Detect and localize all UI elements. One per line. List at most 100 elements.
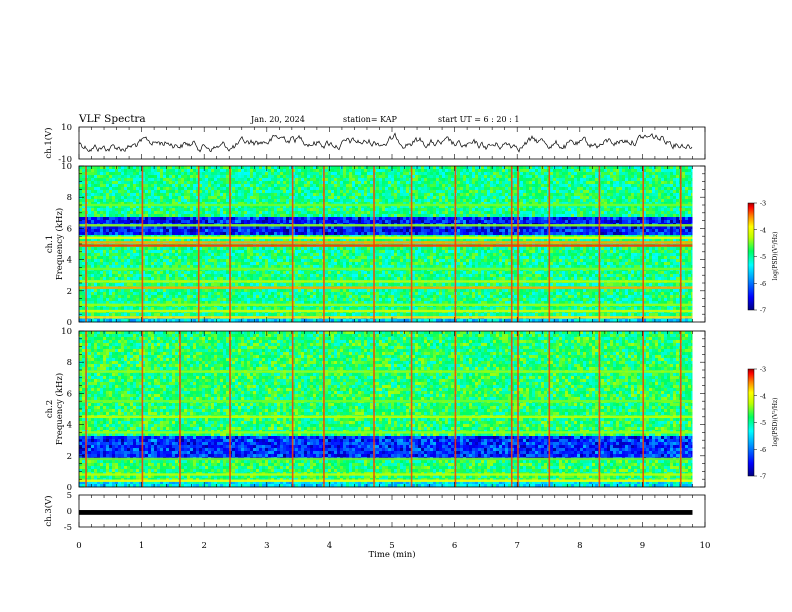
- spectrogram-cell: [112, 181, 115, 184]
- spectrogram-cell: [301, 214, 304, 217]
- spectrogram-cell: [166, 220, 169, 223]
- spectrogram-cell: [298, 313, 301, 316]
- spectrogram-cell: [121, 250, 124, 253]
- spectrogram-cell: [82, 271, 85, 274]
- ch1-ytick-top: 10: [61, 123, 72, 133]
- spectrogram-cell: [310, 289, 313, 292]
- spectrogram-cell: [97, 214, 100, 217]
- spectrogram-cell: [262, 190, 265, 193]
- spectrogram-cell: [193, 298, 196, 301]
- spectrogram-cell: [250, 292, 253, 295]
- spectrogram-cell: [232, 271, 235, 274]
- spectrogram-cell: [178, 226, 181, 229]
- spectrogram-cell: [253, 178, 256, 181]
- spectrogram-cell: [271, 289, 274, 292]
- spectrogram-cell: [118, 181, 121, 184]
- spectrogram-cell: [307, 250, 310, 253]
- spectrogram-cell: [334, 283, 337, 286]
- spectrogram-cell: [247, 214, 250, 217]
- spectrogram-cell: [244, 187, 247, 190]
- spectrogram-cell: [217, 190, 220, 193]
- spectrogram-cell: [331, 211, 334, 214]
- spectrogram-cell: [268, 208, 271, 211]
- spectrogram-cell: [226, 190, 229, 193]
- spectrogram-cell: [220, 166, 223, 169]
- spectrogram-cell: [136, 187, 139, 190]
- spectrogram-cell: [253, 226, 256, 229]
- spectrogram-cell: [325, 172, 328, 175]
- spectrogram-cell: [352, 232, 355, 235]
- spectrogram-cell: [223, 256, 226, 259]
- spectrogram-cell: [136, 292, 139, 295]
- spectrogram-cell: [343, 196, 346, 199]
- spectrogram-cell: [349, 211, 352, 214]
- spectrogram-cell: [175, 220, 178, 223]
- spectrogram-cell: [121, 313, 124, 316]
- spectrogram-cell: [112, 190, 115, 193]
- spectrogram-cell: [256, 211, 259, 214]
- spectrogram-cell: [298, 292, 301, 295]
- spectrogram-cell: [295, 259, 298, 262]
- spectrogram-cell: [274, 214, 277, 217]
- spectrogram-cell: [118, 247, 121, 250]
- spectrogram-cell: [319, 220, 322, 223]
- spectrogram-cell: [301, 259, 304, 262]
- spectrogram-cell: [130, 262, 133, 265]
- spectrogram-cell: [334, 253, 337, 256]
- spectrogram-cell: [268, 193, 271, 196]
- spectrogram-cell: [232, 253, 235, 256]
- spectrogram-cell: [148, 262, 151, 265]
- spectrogram-cell: [340, 259, 343, 262]
- spectrogram-cell: [340, 214, 343, 217]
- spectrogram-cell: [193, 256, 196, 259]
- spectrogram-cell: [127, 250, 130, 253]
- spectrogram-cell: [223, 232, 226, 235]
- spectrogram-cell: [133, 259, 136, 262]
- spectrogram-cell: [313, 298, 316, 301]
- spectrogram-cell: [145, 175, 148, 178]
- spectrogram-cell: [304, 253, 307, 256]
- spectrogram-cell: [202, 178, 205, 181]
- spectrogram-cell: [331, 187, 334, 190]
- spectrogram-cell: [346, 181, 349, 184]
- spectrogram-cell: [217, 169, 220, 172]
- spectrogram-cell: [208, 256, 211, 259]
- spectrogram-cell: [115, 229, 118, 232]
- spectrogram-cell: [298, 220, 301, 223]
- spectrogram-cell: [202, 298, 205, 301]
- ch1-spectrogram-panel: 0246810 ch.1 Frequency (kHz) -3-4-5-6-7 …: [45, 162, 779, 328]
- spectrogram-cell: [337, 199, 340, 202]
- spectrogram-cell: [235, 283, 238, 286]
- spectrogram-cell: [154, 193, 157, 196]
- spectrogram-cell: [169, 184, 172, 187]
- spectrogram-cell: [208, 271, 211, 274]
- spectrogram-cell: [175, 298, 178, 301]
- spectrogram-cell: [247, 211, 250, 214]
- spectrogram-cell: [259, 187, 262, 190]
- spectrogram-cell: [169, 166, 172, 169]
- spectrogram-cell: [313, 178, 316, 181]
- spectrogram-cell: [181, 169, 184, 172]
- spectrogram-cell: [127, 292, 130, 295]
- spectrogram-cell: [157, 259, 160, 262]
- spectrogram-cell: [304, 187, 307, 190]
- spectrogram-cell: [148, 169, 151, 172]
- spectrogram-cell: [115, 271, 118, 274]
- spectrogram-cell: [355, 277, 358, 280]
- spectrogram-cell: [265, 274, 268, 277]
- spectrogram-cell: [208, 262, 211, 265]
- spectrogram-cell: [340, 226, 343, 229]
- spectrogram-cell: [334, 166, 337, 169]
- spectrogram-cell: [160, 208, 163, 211]
- spectrogram-cell: [214, 229, 217, 232]
- spectrogram-cell: [337, 274, 340, 277]
- spectrogram-cell: [316, 295, 319, 298]
- spectrogram-cell: [88, 175, 91, 178]
- spectrogram-cell: [169, 178, 172, 181]
- spectrogram-cell: [319, 181, 322, 184]
- spectrogram-cell: [268, 226, 271, 229]
- spectrogram-cell: [250, 262, 253, 265]
- spectrogram-cell: [268, 166, 271, 169]
- spectrogram-cell: [298, 178, 301, 181]
- spectrogram-cell: [103, 184, 106, 187]
